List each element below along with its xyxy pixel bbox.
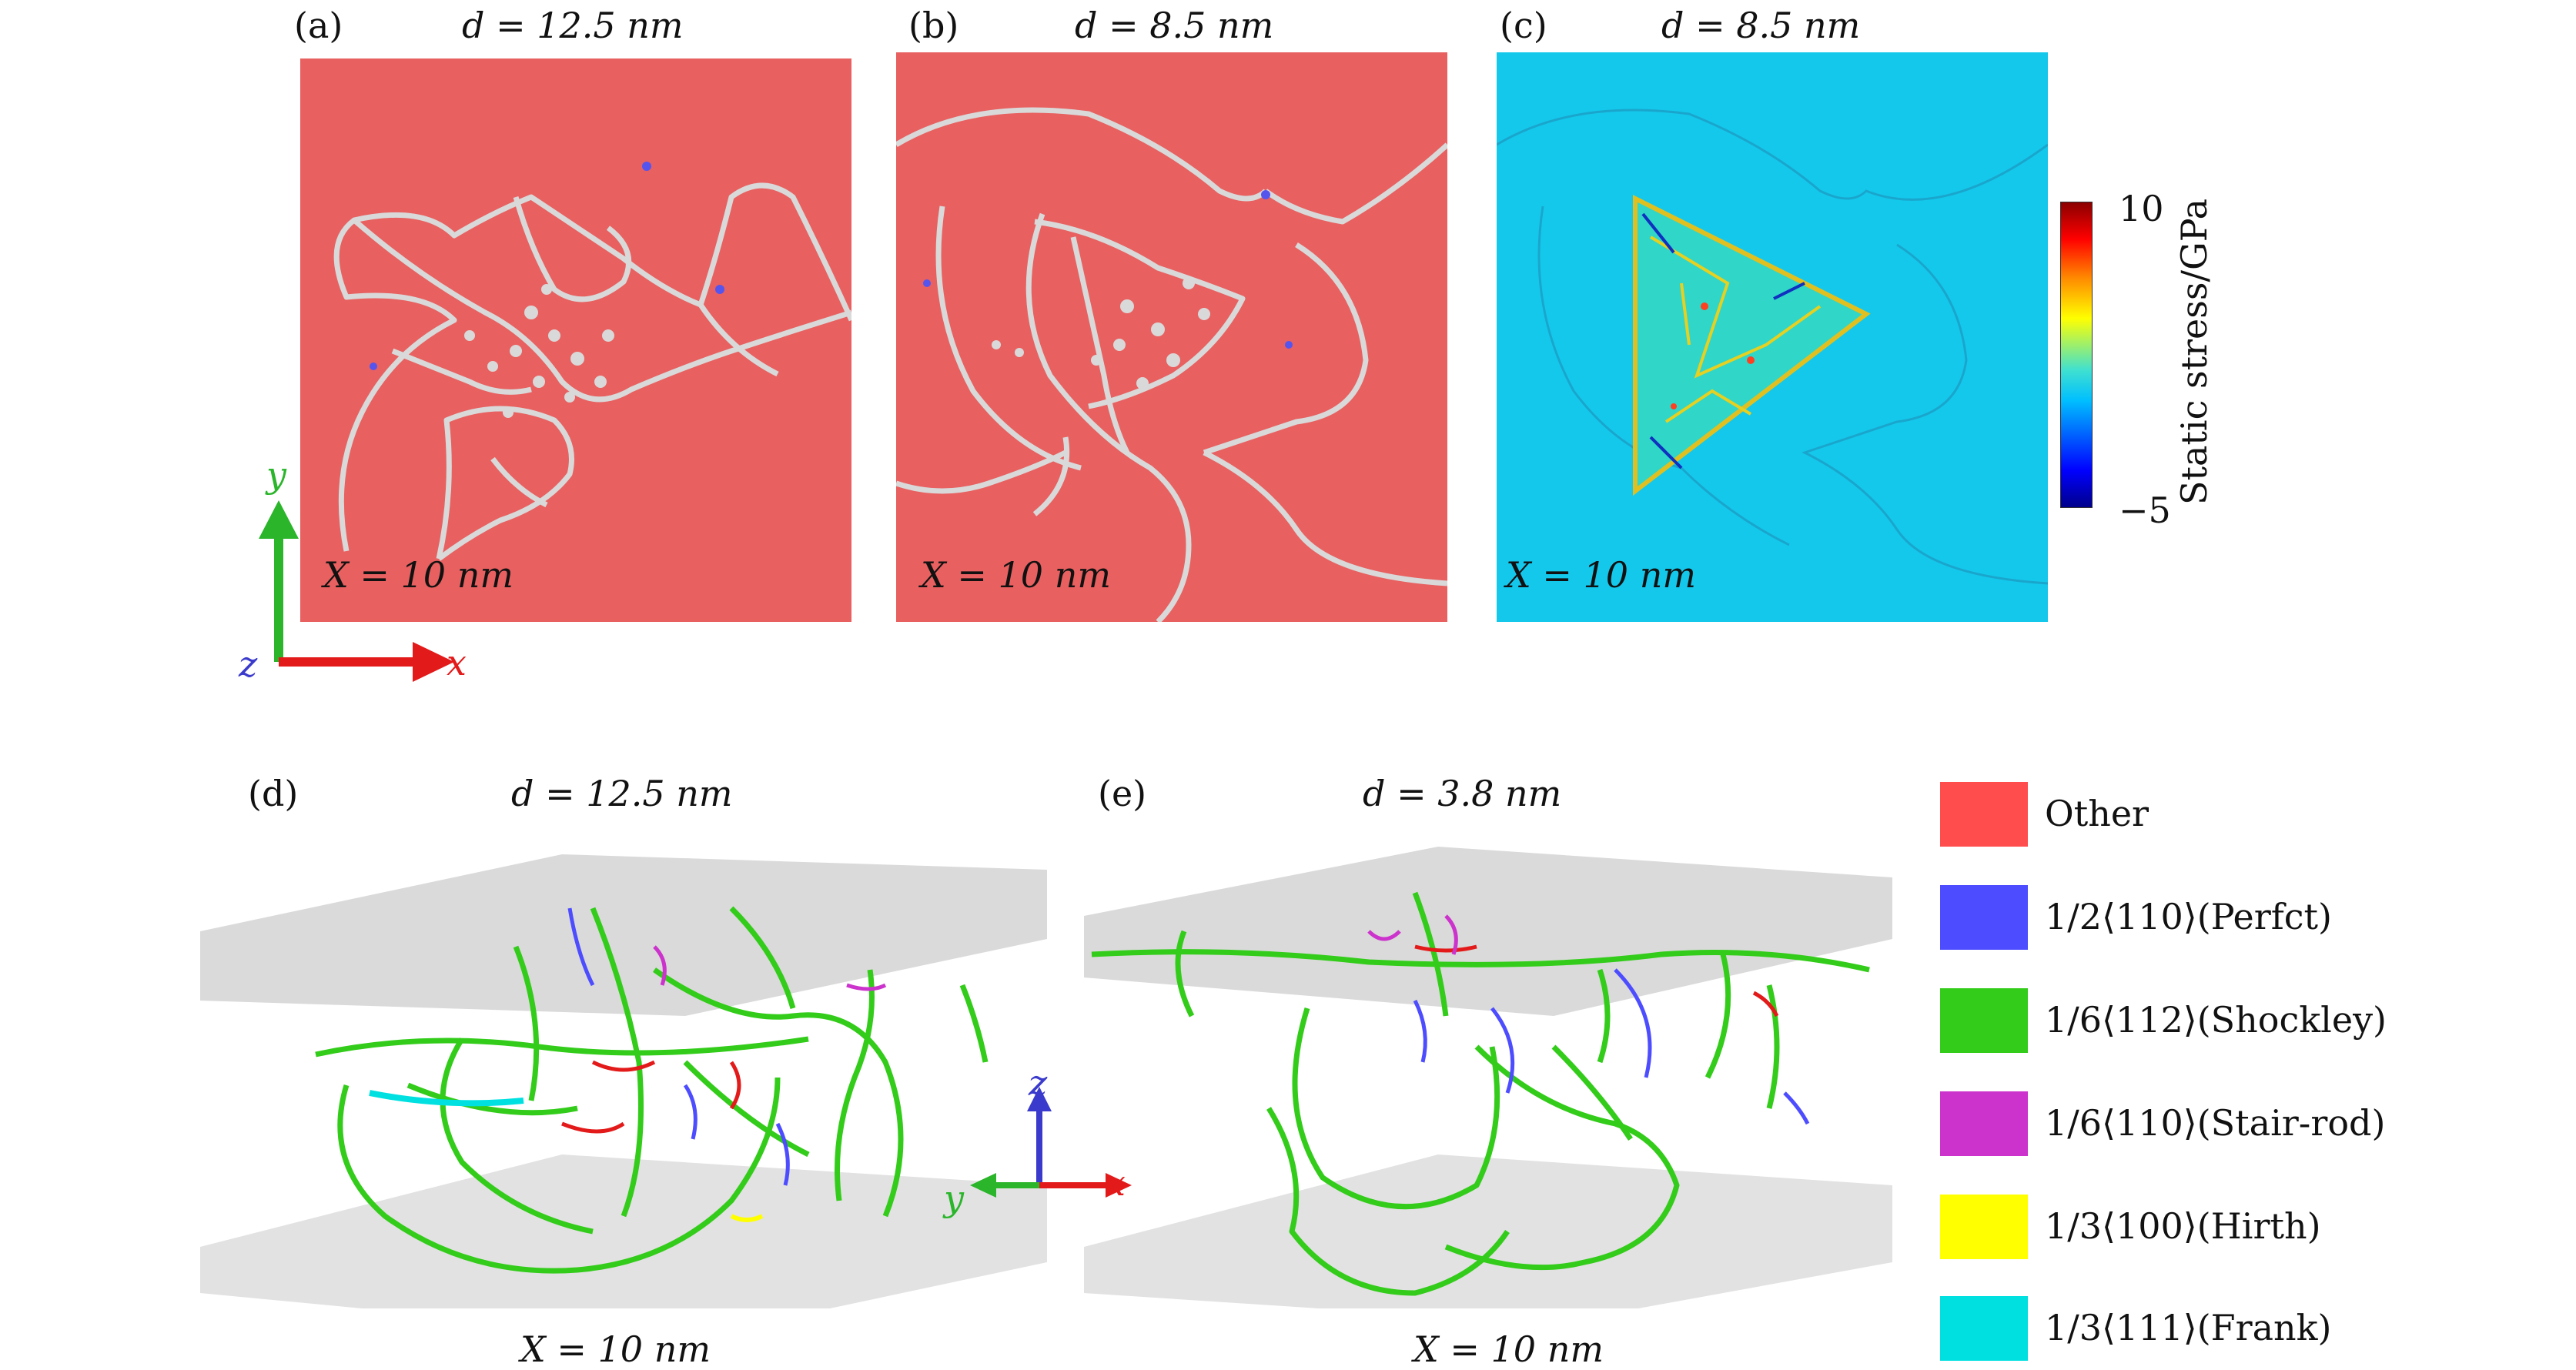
panel-e-x-label: X = 10 nm xyxy=(1413,1328,1604,1370)
panel-e-3d-dislocations xyxy=(1084,847,1892,1308)
panel-b-tag: (b) xyxy=(908,5,959,46)
bottom-axis-z-label: z xyxy=(1029,1062,1048,1104)
legend-label-shockley: 1/6⟨112⟩(Shockley) xyxy=(2045,999,2387,1041)
panel-c-image xyxy=(1497,52,2048,622)
legend-label-perfect: 1/2⟨110⟩(Perfct) xyxy=(2045,896,2332,937)
legend-swatch-perfect xyxy=(1940,885,2028,950)
legend-swatch-hirth xyxy=(1940,1195,2028,1259)
panel-d-3d-dislocations xyxy=(200,854,1047,1308)
legend-label-other: Other xyxy=(2045,793,2149,834)
top-axis-triad xyxy=(259,500,454,682)
colorbar-min-label: −5 xyxy=(2119,490,2171,531)
legend-swatch-stair-rod xyxy=(1940,1091,2028,1156)
top-axis-y-label: y xyxy=(266,454,286,496)
legend-swatch-other xyxy=(1940,782,2028,847)
bottom-axis-triad xyxy=(970,1087,1132,1198)
panel-e-d-label: d = 3.8 nm xyxy=(1363,773,1562,814)
panel-b-d-label: d = 8.5 nm xyxy=(1075,5,1274,46)
panel-c-d-label: d = 8.5 nm xyxy=(1661,5,1861,46)
panel-d-d-label: d = 12.5 nm xyxy=(511,773,733,814)
panel-a-image xyxy=(300,58,851,622)
legend-label-hirth: 1/3⟨100⟩(Hirth) xyxy=(2045,1205,2321,1247)
legend-label-frank: 1/3⟨111⟩(Frank) xyxy=(2045,1307,2332,1348)
panel-a-dislocation-lines xyxy=(333,162,851,561)
legend-swatch-shockley xyxy=(1940,988,2028,1053)
panel-a-d-label: d = 12.5 nm xyxy=(462,5,684,46)
bottom-axis-y-label: y xyxy=(944,1178,964,1219)
panel-d-x-label: X = 10 nm xyxy=(520,1328,711,1370)
panel-c-stress-map xyxy=(1497,109,2048,585)
panel-c-tag: (c) xyxy=(1500,5,1547,46)
legend-label-stair-rod: 1/6⟨110⟩(Stair-rod) xyxy=(2045,1102,2386,1144)
panel-d-tag: (d) xyxy=(248,773,299,814)
panel-a-x-label: X = 10 nm xyxy=(323,554,514,596)
colorbar-title: Static stress/GPa xyxy=(2173,198,2215,506)
stress-colorbar xyxy=(2060,202,2093,508)
top-axis-z-label: z xyxy=(239,643,258,685)
panel-a-tag: (a) xyxy=(294,5,343,46)
panel-c-x-label: X = 10 nm xyxy=(1506,554,1696,596)
panel-b-image xyxy=(896,52,1447,622)
panel-b-dislocation-lines xyxy=(896,107,1447,622)
bottom-axis-x-label: x xyxy=(1106,1162,1126,1204)
panel-e-tag: (e) xyxy=(1098,773,1147,814)
panel-b-x-label: X = 10 nm xyxy=(921,554,1111,596)
legend-swatch-frank xyxy=(1940,1296,2028,1361)
top-axis-x-label: x xyxy=(447,642,467,683)
colorbar-max-label: 10 xyxy=(2119,188,2164,229)
